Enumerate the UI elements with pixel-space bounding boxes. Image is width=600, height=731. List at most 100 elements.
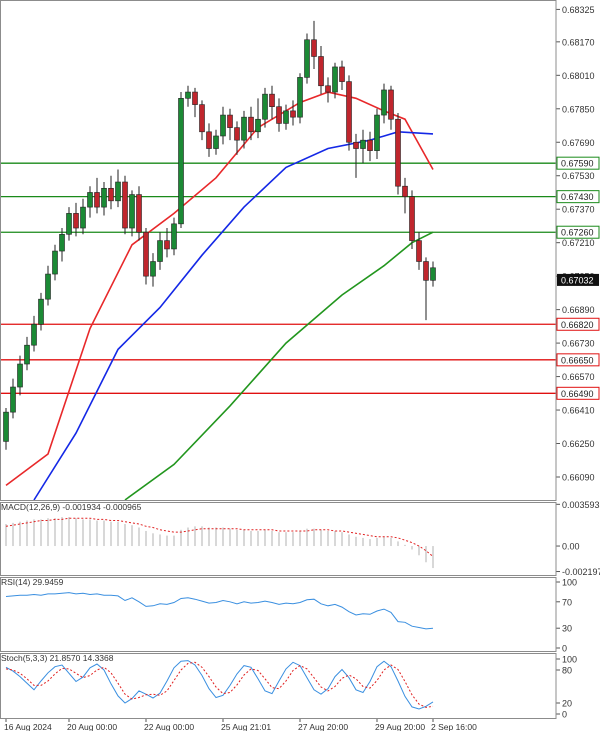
candle-body xyxy=(45,273,51,300)
candle-body xyxy=(136,194,142,233)
candle-body xyxy=(325,85,331,93)
candle-body xyxy=(59,234,65,252)
candle-body xyxy=(38,298,44,325)
price-tick-label: 0.67370 xyxy=(562,205,595,215)
price-tick-label: 0.68325 xyxy=(562,5,595,15)
price-tick-label: 0.66250 xyxy=(562,439,595,449)
candle-body xyxy=(220,114,226,137)
level-label: 0.67430 xyxy=(561,192,594,202)
current-price-label: 0.67032 xyxy=(561,275,594,285)
candle-body xyxy=(423,261,429,281)
rsi-tick-label: 30 xyxy=(562,624,572,634)
time-tick-label: 25 Aug 21:01 xyxy=(221,722,271,731)
level-label-box xyxy=(556,156,600,170)
level-label: 0.66820 xyxy=(561,320,594,330)
candle-body xyxy=(17,363,23,388)
candle-body xyxy=(73,213,79,229)
candle-body xyxy=(52,250,58,275)
rsi-tick-label: 70 xyxy=(562,597,572,607)
candle-body xyxy=(10,386,16,413)
panel-frame xyxy=(0,502,557,576)
ma-red-line xyxy=(5,91,434,487)
candle-body xyxy=(283,110,289,124)
level-label: 0.67590 xyxy=(561,159,594,169)
candle-body xyxy=(213,135,219,149)
candle-body xyxy=(381,89,387,116)
candle-body xyxy=(346,81,352,143)
candle-body xyxy=(318,56,324,87)
candle-body xyxy=(416,240,422,262)
candle-body xyxy=(276,106,282,124)
price-tick-label: 0.67210 xyxy=(562,238,595,248)
time-tick-label: 16 Aug 2024 xyxy=(4,722,52,731)
stoch-d-line xyxy=(5,661,434,708)
candle-body xyxy=(150,261,156,277)
price-tick-label: 0.67530 xyxy=(562,171,595,181)
candle-body xyxy=(31,323,37,346)
price-tick-label: 0.67690 xyxy=(562,138,595,148)
stoch-k-line xyxy=(5,660,434,710)
candle-body xyxy=(367,139,373,151)
price-tick-label: 0.66410 xyxy=(562,406,595,416)
rsi-label: RSI(14) 29.9459 xyxy=(1,577,64,587)
candle-body xyxy=(262,93,268,120)
price-tick-label: 0.68170 xyxy=(562,37,595,47)
rsi-tick-label: 100 xyxy=(562,578,577,588)
rsi-tick-label: 0 xyxy=(562,644,567,654)
horizontal-levels xyxy=(0,162,556,394)
candle-body xyxy=(409,196,415,241)
candle-body xyxy=(339,66,345,82)
candle-body xyxy=(311,39,317,57)
stoch-tick-label: 100 xyxy=(562,655,577,665)
candle-body xyxy=(227,114,233,128)
macd-signal-line xyxy=(5,517,434,557)
candle-body xyxy=(297,77,303,118)
panel-frame xyxy=(0,653,557,719)
candle-body xyxy=(199,104,205,133)
candle-body xyxy=(129,194,135,229)
panel-frame xyxy=(0,0,557,501)
candle-body xyxy=(101,187,107,208)
ma-green-line xyxy=(124,231,434,501)
current-price-box xyxy=(557,273,599,286)
macd-label: MACD(12,26,9) -0.001934 -0.000965 xyxy=(1,502,142,512)
candle-body xyxy=(388,89,394,120)
panel-frame xyxy=(0,577,557,652)
macd-tick-label: -0.002197 xyxy=(562,567,600,577)
level-label-box xyxy=(556,317,600,331)
candle-body xyxy=(395,118,401,187)
candlesticks xyxy=(3,20,436,450)
stoch-label: Stoch(5,3,3) 21.8570 14.3368 xyxy=(1,653,114,663)
level-label-box xyxy=(556,225,600,239)
candle-body xyxy=(171,223,177,250)
candle-body xyxy=(3,411,9,442)
price-axis: 0.68325 0.68170 0.68010 0.67850 0.67690 0.675… xyxy=(556,5,600,482)
rsi-line xyxy=(5,592,434,630)
candle-body xyxy=(164,240,170,250)
candle-body xyxy=(122,181,128,229)
ma-blue-line xyxy=(33,130,434,501)
candle-body xyxy=(430,267,436,281)
time-tick-label: 20 Aug 00:00 xyxy=(67,722,117,731)
candle-body xyxy=(192,91,198,105)
candle-body xyxy=(234,127,240,141)
candle-body xyxy=(269,93,275,107)
macd-tick-label: 0.00 xyxy=(562,542,580,552)
candle-body xyxy=(66,213,72,235)
panel-frames xyxy=(0,0,557,719)
candle-body xyxy=(255,118,261,133)
stoch-tick-label: 0 xyxy=(562,710,567,720)
time-tick-label: 29 Aug 20:00 xyxy=(375,722,425,731)
candle-body xyxy=(374,114,380,151)
candle-body xyxy=(248,116,254,133)
candle-body xyxy=(157,240,163,262)
candle-body xyxy=(185,91,191,99)
time-tick-label: 22 Aug 00:00 xyxy=(144,722,194,731)
price-tick-label: 0.67850 xyxy=(562,104,595,114)
macd-plot: 0.003593 0.00 -0.002197 xyxy=(5,500,600,577)
candle-body xyxy=(332,66,338,93)
time-tick-label: 27 Aug 20:00 xyxy=(298,722,348,731)
level-label-box xyxy=(556,190,600,204)
